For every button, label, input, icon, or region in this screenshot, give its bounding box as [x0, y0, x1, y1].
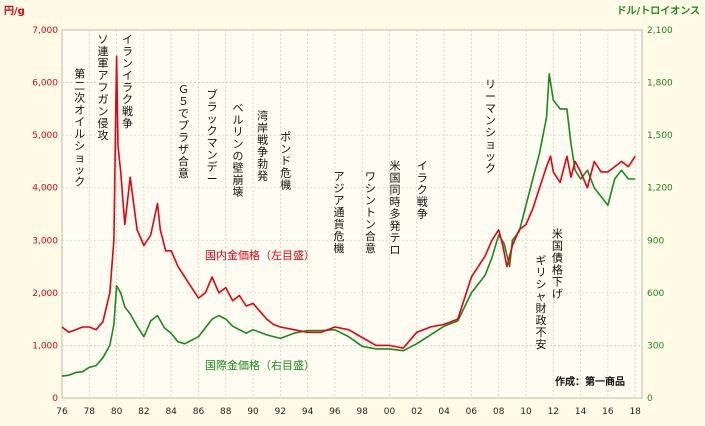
- event-annotation: Ｇ５でプラザ合意: [178, 83, 189, 180]
- left-axis-unit: 円/g: [4, 5, 25, 17]
- right-tick-label: 300: [647, 341, 664, 351]
- left-tick-label: 3,000: [32, 236, 58, 246]
- event-annotation: イランイラク戦争: [122, 33, 133, 130]
- right-axis-unit: ドル/トロイオンス: [617, 5, 700, 17]
- x-tick-label: 86: [193, 407, 205, 417]
- x-tick-label: 90: [247, 407, 259, 417]
- right-tick-label: 1,800: [647, 79, 673, 89]
- event-annotation: アジア通貨危機: [334, 170, 345, 255]
- series-label-international: 国際金価格（右目盛）: [205, 358, 315, 372]
- right-tick-label: 600: [647, 289, 664, 299]
- x-tick-label: 82: [138, 407, 149, 417]
- event-annotation: リーマンショック: [485, 78, 496, 175]
- x-tick-label: 16: [602, 407, 614, 417]
- x-tick-label: 08: [493, 407, 505, 417]
- left-tick-label: 5,000: [32, 131, 58, 141]
- source-note: 作成：第一商品: [555, 375, 625, 388]
- left-tick-label: 1,000: [32, 341, 58, 351]
- event-annotation: イラク戦争: [417, 159, 428, 220]
- right-tick-label: 2,100: [647, 26, 673, 36]
- event-annotation: ブラックマンデー: [207, 87, 218, 185]
- x-tick-label: 18: [629, 407, 641, 417]
- x-tick-label: 04: [438, 407, 450, 417]
- x-tick-label: 06: [466, 407, 478, 417]
- event-annotation: ワシントン合意: [365, 170, 376, 255]
- event-annotation: ソ連軍アフガン侵攻: [97, 33, 108, 142]
- left-tick-label: 0: [52, 394, 58, 404]
- x-tick-label: 96: [329, 407, 341, 417]
- left-tick-label: 7,000: [32, 26, 58, 36]
- x-tick-label: 00: [384, 407, 396, 417]
- right-tick-label: 1,200: [647, 184, 673, 194]
- x-tick-label: 94: [302, 407, 314, 417]
- x-tick-label: 78: [84, 407, 96, 417]
- series-label-domestic: 国内金価格（左目盛）: [205, 248, 315, 262]
- left-tick-label: 6,000: [32, 79, 58, 89]
- x-tick-label: 84: [165, 407, 177, 417]
- right-tick-label: 900: [647, 236, 664, 246]
- event-annotation: 米国債格下げ: [552, 228, 563, 301]
- event-annotation: ポンド危機: [280, 130, 291, 191]
- x-tick-label: 10: [520, 407, 532, 417]
- x-tick-label: 80: [111, 407, 123, 417]
- x-tick-label: 88: [220, 407, 232, 417]
- right-tick-label: 0: [647, 394, 653, 404]
- series-domestic-line: [61, 55, 636, 349]
- event-annotation: ギリシャ財政不安: [536, 254, 547, 351]
- x-tick-label: 12: [548, 407, 559, 417]
- event-annotations: 第二次オイルショック ソ連軍アフガン侵攻 イランイラク戦争 Ｇ５でプラザ合意 ブラックマ…: [74, 33, 563, 351]
- series-lines: [61, 55, 636, 377]
- x-tick-label: 76: [56, 407, 68, 417]
- x-tick-label: 14: [575, 407, 587, 417]
- x-tick-label: 92: [275, 407, 286, 417]
- gridlines: [62, 30, 642, 398]
- event-annotation: 米国同時多発テロ: [389, 159, 400, 256]
- event-annotation: ベルリンの壁崩壊: [233, 101, 244, 198]
- x-tick-label: 98: [357, 407, 369, 417]
- right-tick-label: 1,500: [647, 131, 673, 141]
- series-international-line: [61, 73, 636, 377]
- left-tick-label: 4,000: [32, 184, 58, 194]
- plot-area: [61, 29, 643, 399]
- left-tick-label: 2,000: [32, 289, 58, 299]
- x-tick-label: 02: [411, 407, 422, 417]
- event-annotation: 第二次オイルショック: [74, 66, 85, 188]
- event-annotation: 湾岸戦争勃発: [257, 108, 268, 182]
